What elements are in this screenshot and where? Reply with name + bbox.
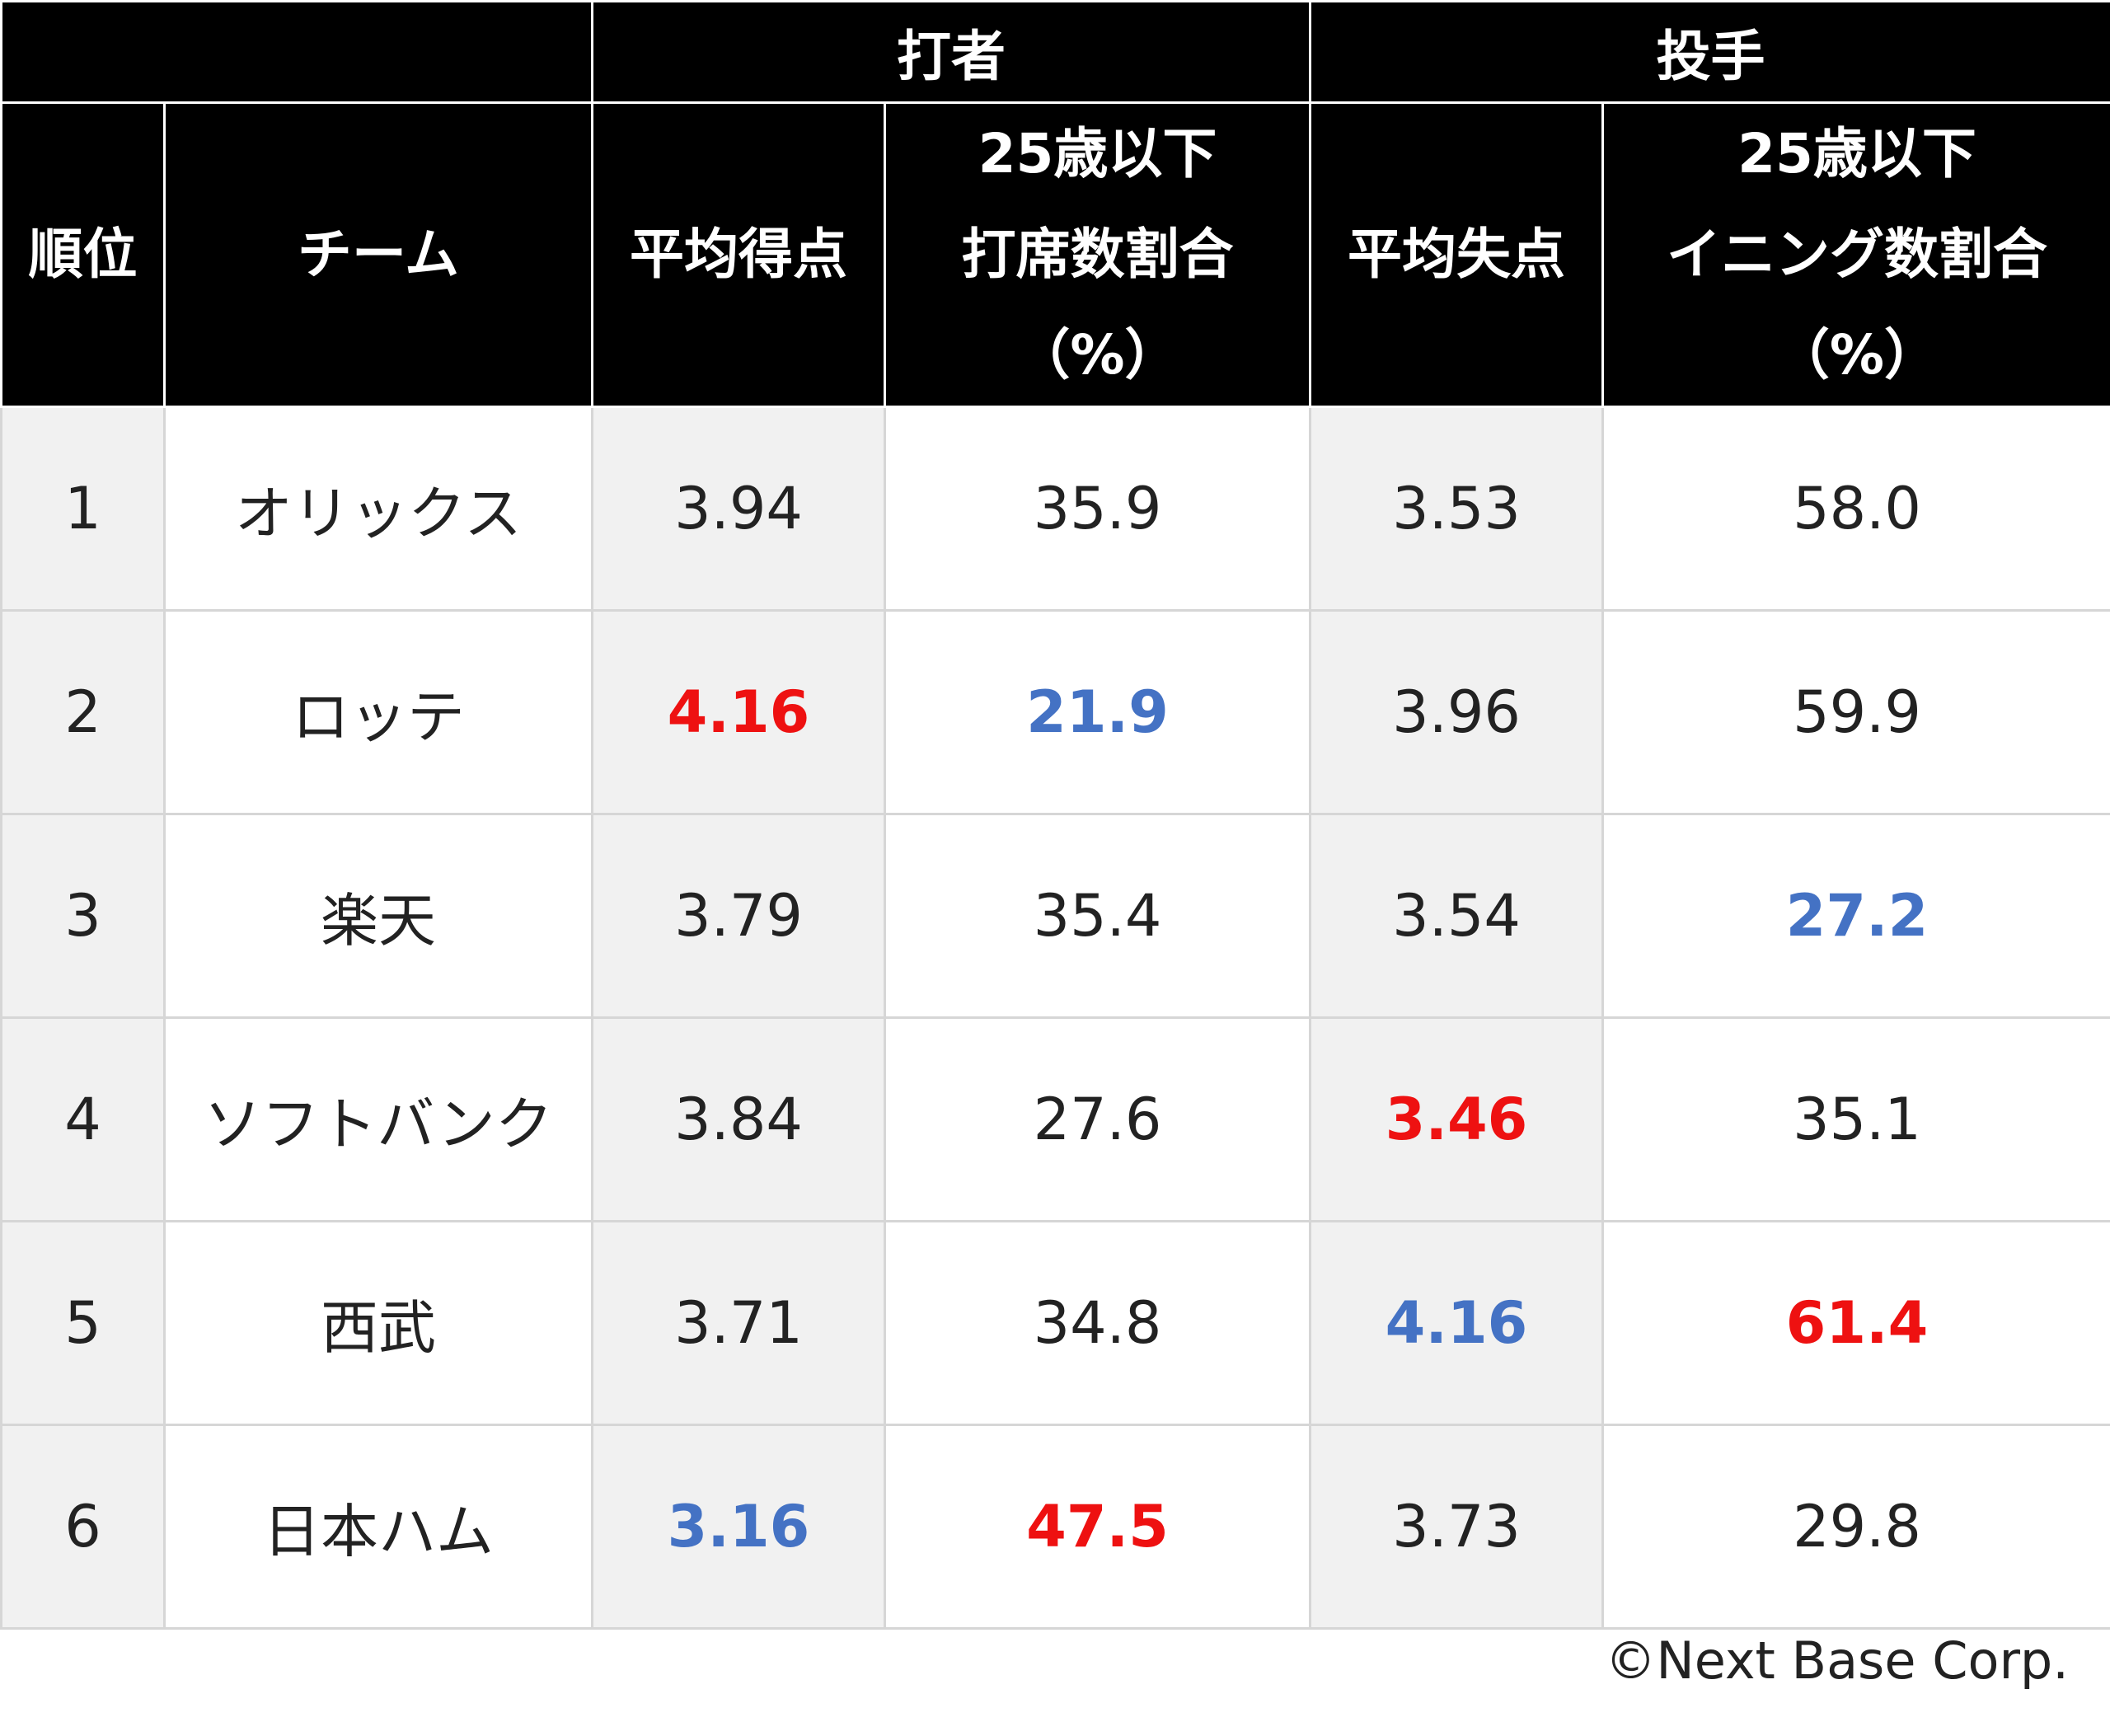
table-row: 3 楽天 3.79 35.4 3.54 27.2: [0, 813, 2110, 1019]
highlight-blue-value: 4.16: [1385, 1289, 1528, 1357]
cell-avg-runs: 3.84: [591, 1016, 886, 1222]
cell-rank: 5: [0, 1220, 166, 1426]
highlight-red-value: 61.4: [1785, 1289, 1929, 1357]
cell-avg-allowed: 4.16: [1309, 1220, 1604, 1426]
header-rank: 順位: [0, 101, 166, 408]
cell-batter-u25: 35.9: [884, 406, 1311, 612]
cell-avg-allowed: 3.54: [1309, 813, 1604, 1019]
cell-batter-u25: 21.9: [884, 609, 1311, 815]
cell-pitcher-u25: 59.9: [1601, 609, 2110, 815]
cell-pitcher-u25: 58.0: [1601, 406, 2110, 612]
cell-batter-u25: 34.8: [884, 1220, 1311, 1426]
cell-avg-allowed: 3.73: [1309, 1424, 1604, 1630]
cell-avg-allowed: 3.96: [1309, 609, 1604, 815]
cell-team: 西武: [163, 1220, 593, 1426]
cell-batter-u25: 35.4: [884, 813, 1311, 1019]
header-avg-runs: 平均得点: [591, 101, 886, 408]
cell-avg-runs: 3.16: [591, 1424, 886, 1630]
cell-rank: 4: [0, 1016, 166, 1222]
cell-team: オリックス: [163, 406, 593, 612]
cell-rank: 6: [0, 1424, 166, 1630]
header-pitcher-u25-line2: イニング数割合: [1667, 223, 2047, 286]
header-pitcher-u25-share: 25歳以下 イニング数割合 （%）: [1601, 101, 2110, 408]
table-row: 2 ロッテ 4.16 21.9 3.96 59.9: [0, 609, 2110, 815]
cell-avg-runs: 3.94: [591, 406, 886, 612]
table-row: 5 西武 3.71 34.8 4.16 61.4: [0, 1220, 2110, 1426]
cell-pitcher-u25: 35.1: [1601, 1016, 2110, 1222]
cell-rank: 2: [0, 609, 166, 815]
stats-table: 打者 投手 順位 チーム 平均得点 25歳以下 打席数割合 （%） 平均失点 2…: [0, 0, 2110, 1630]
cell-rank: 3: [0, 813, 166, 1019]
cell-pitcher-u25: 29.8: [1601, 1424, 2110, 1630]
header-pitcher-u25-line3: （%）: [1775, 323, 1939, 387]
header-pitcher-u25-line1: 25歳以下: [1737, 122, 1976, 185]
cell-rank: 1: [0, 406, 166, 612]
cell-pitcher-u25: 61.4: [1601, 1220, 2110, 1426]
header-group-batter: 打者: [591, 0, 1311, 104]
table-row: 6 日本ハム 3.16 47.5 3.73 29.8: [0, 1424, 2110, 1630]
header-batter-u25-line3: （%）: [1015, 323, 1179, 387]
table-header: 打者 投手 順位 チーム 平均得点 25歳以下 打席数割合 （%） 平均失点 2…: [0, 0, 2110, 408]
highlight-blue-value: 21.9: [1026, 678, 1169, 746]
cell-avg-runs: 3.71: [591, 1220, 886, 1426]
header-batter-u25-line2: 打席数割合: [961, 223, 1234, 286]
table-body: 1 オリックス 3.94 35.9 3.53 58.0 2 ロッテ 4.16 2…: [0, 406, 2110, 1630]
highlight-red-value: 3.46: [1385, 1086, 1528, 1153]
cell-team: ソフトバンク: [163, 1016, 593, 1222]
highlight-blue-value: 27.2: [1785, 882, 1929, 950]
cell-avg-allowed: 3.46: [1309, 1016, 1604, 1222]
copyright-notice: ©Next Base Corp.: [1605, 1630, 2069, 1691]
cell-pitcher-u25: 27.2: [1601, 813, 2110, 1019]
highlight-blue-value: 3.16: [667, 1493, 810, 1560]
header-group-pitcher: 投手: [1309, 0, 2110, 104]
cell-team: 楽天: [163, 813, 593, 1019]
header-column-row: 順位 チーム 平均得点 25歳以下 打席数割合 （%） 平均失点 25歳以下 イ…: [0, 101, 2110, 408]
cell-team: ロッテ: [163, 609, 593, 815]
header-team: チーム: [163, 101, 593, 408]
cell-batter-u25: 47.5: [884, 1424, 1311, 1630]
header-group-row: 打者 投手: [0, 0, 2110, 104]
cell-avg-allowed: 3.53: [1309, 406, 1604, 612]
header-batter-u25-line1: 25歳以下: [978, 122, 1217, 185]
cell-batter-u25: 27.6: [884, 1016, 1311, 1222]
header-group-blank: [0, 0, 593, 104]
table-row: 4 ソフトバンク 3.84 27.6 3.46 35.1: [0, 1016, 2110, 1222]
table-row: 1 オリックス 3.94 35.9 3.53 58.0: [0, 406, 2110, 612]
header-avg-runs-allowed: 平均失点: [1309, 101, 1604, 408]
highlight-red-value: 4.16: [667, 678, 810, 746]
header-batter-u25-share: 25歳以下 打席数割合 （%）: [884, 101, 1311, 408]
cell-avg-runs: 4.16: [591, 609, 886, 815]
cell-avg-runs: 3.79: [591, 813, 886, 1019]
highlight-red-value: 47.5: [1026, 1493, 1169, 1560]
cell-team: 日本ハム: [163, 1424, 593, 1630]
